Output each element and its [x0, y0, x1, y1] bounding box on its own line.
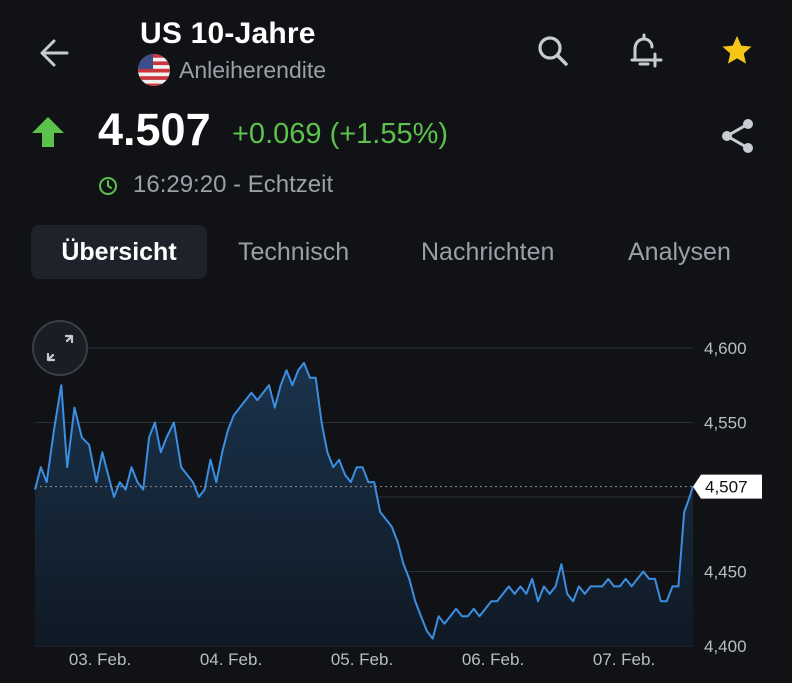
back-arrow-icon[interactable] [32, 30, 78, 76]
last-value-label: 4,507 [705, 478, 748, 497]
us-flag-icon [138, 54, 170, 86]
series-line [34, 361, 694, 640]
last-value-marker: 4,507 [693, 474, 762, 499]
y-tick-label: 4,400 [704, 637, 747, 656]
series-area [35, 362, 693, 646]
tab-analysen[interactable]: Analysen [628, 238, 731, 266]
expand-icon[interactable] [32, 320, 88, 376]
search-icon[interactable] [530, 28, 576, 74]
quote-time: 16:29:20 - Echtzeit [133, 171, 334, 198]
clock-icon [98, 176, 118, 196]
tab-uebersicht[interactable]: Übersicht [31, 225, 207, 279]
y-tick-label: 4,600 [704, 339, 747, 358]
tab-bar: Übersicht Technisch Nachrichten Analysen [31, 225, 771, 279]
up-arrow-icon [30, 114, 66, 150]
x-axis-ticks: 03. Feb. 04. Feb. 05. Feb. 06. Feb. 07. Feb. [69, 650, 655, 669]
bell-plus-icon[interactable] [622, 28, 668, 74]
y-tick-label: 4,450 [704, 563, 747, 582]
tab-technisch[interactable]: Technisch [238, 238, 350, 266]
instrument-subtitle: Anleiherendite [179, 57, 327, 83]
yield-chart: 4,600 4,550 4,450 4,400 03. Feb. 04. Feb. 05.… [32, 320, 762, 669]
x-tick-label: 06. Feb. [462, 650, 524, 669]
x-tick-label: 07. Feb. [593, 650, 655, 669]
x-tick-label: 03. Feb. [69, 650, 131, 669]
y-tick-label: 4,550 [704, 414, 747, 433]
share-icon[interactable] [714, 112, 762, 160]
price-change: +0.069 (+1.55%) [232, 118, 449, 150]
page-title: US 10-Jahre [140, 17, 316, 50]
star-icon[interactable] [714, 28, 760, 74]
x-tick-label: 04. Feb. [200, 650, 262, 669]
x-tick-label: 05. Feb. [331, 650, 393, 669]
last-price: 4.507 [98, 104, 211, 155]
y-axis-ticks: 4,600 4,550 4,450 4,400 [704, 339, 747, 656]
tab-nachrichten[interactable]: Nachrichten [421, 238, 555, 266]
